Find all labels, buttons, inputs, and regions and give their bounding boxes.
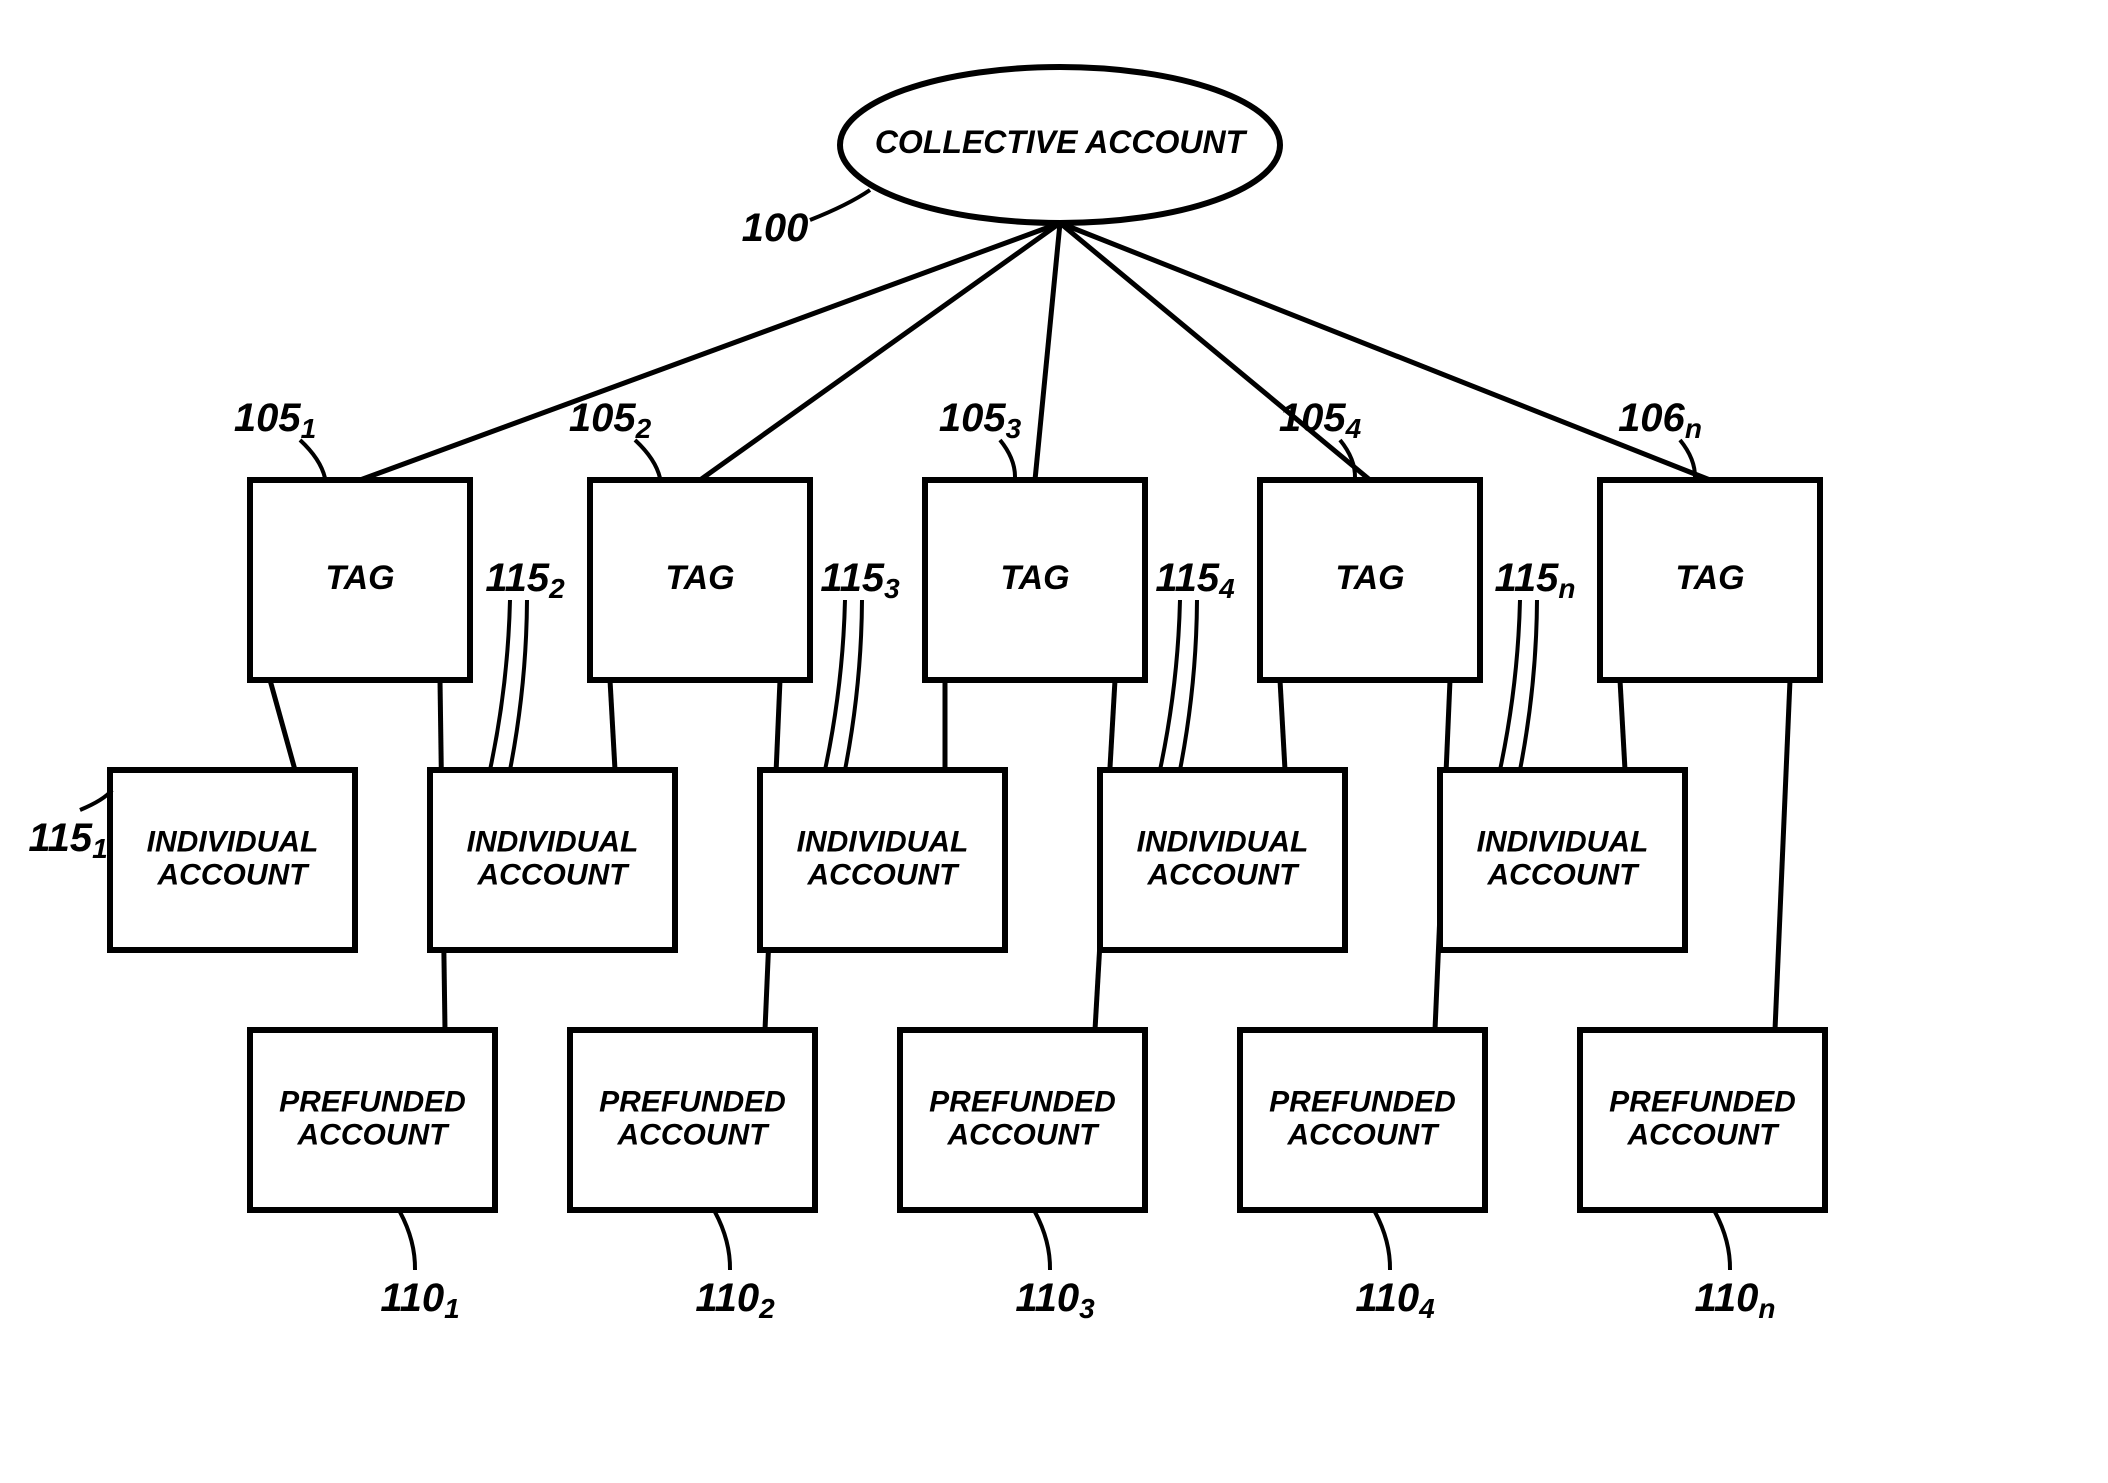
prefunded-account-label-4: PREFUNDEDACCOUNT [1269, 1085, 1456, 1151]
individual-account-label-1: INDIVIDUALACCOUNT [147, 825, 319, 891]
prefunded-account-label-1: PREFUNDEDACCOUNT [279, 1085, 466, 1151]
tag-label-2: TAG [665, 559, 734, 597]
individual-account-label-4: INDIVIDUALACCOUNT [1137, 825, 1309, 891]
ref-100: 100 [742, 206, 809, 250]
tag-label-n: TAG [1675, 559, 1744, 597]
tag-label-4: TAG [1335, 559, 1404, 597]
account-hierarchy-diagram: COLLECTIVE ACCOUNT 100 TAG INDIVIDUALACCOUN… [0, 0, 2108, 1483]
individual-account-label-2: INDIVIDUALACCOUNT [467, 825, 639, 891]
tag-label-3: TAG [1000, 559, 1069, 597]
tag-label-1: TAG [325, 559, 394, 597]
individual-account-label-3: INDIVIDUALACCOUNT [797, 825, 969, 891]
collective-account-label: COLLECTIVE ACCOUNT [875, 124, 1248, 160]
prefunded-account-label-3: PREFUNDEDACCOUNT [929, 1085, 1116, 1151]
prefunded-account-label-2: PREFUNDEDACCOUNT [599, 1085, 786, 1151]
prefunded-account-label-n: PREFUNDEDACCOUNT [1609, 1085, 1796, 1151]
individual-account-label-n: INDIVIDUALACCOUNT [1477, 825, 1649, 891]
